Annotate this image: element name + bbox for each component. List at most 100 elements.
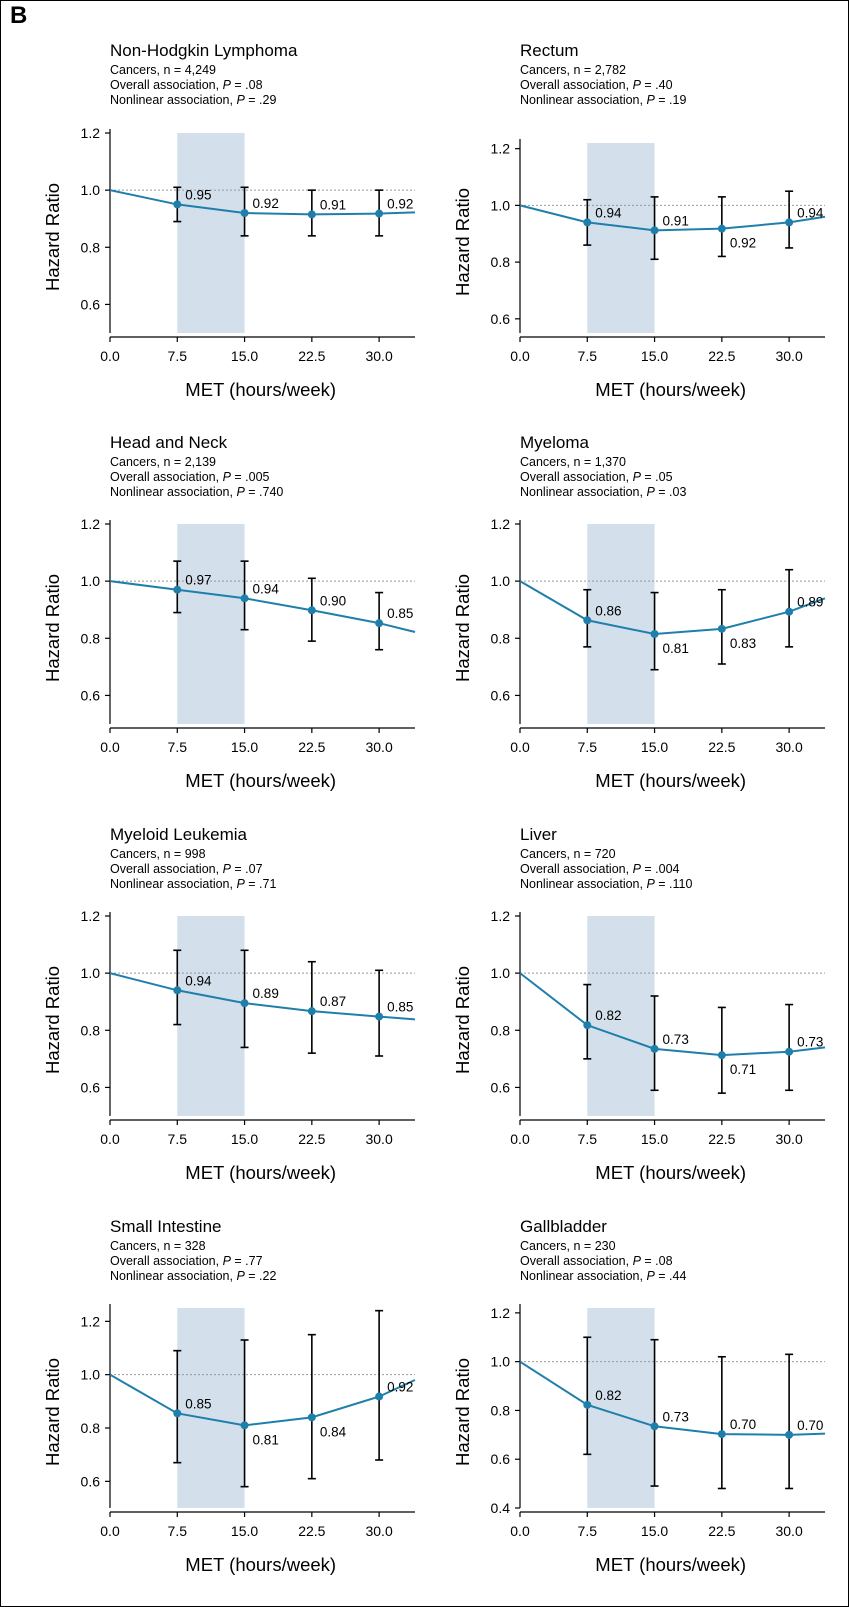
- data-point: [375, 1012, 384, 1021]
- x-tick-label: 22.5: [708, 1523, 735, 1539]
- hazard-curve: [109, 972, 416, 1021]
- y-tick-label: 0.8: [81, 630, 101, 646]
- y-tick-label: 1.2: [81, 125, 101, 141]
- data-label: 0.90: [320, 593, 346, 608]
- x-tick-label: 30.0: [775, 348, 802, 364]
- hazard-curve: [109, 580, 416, 633]
- shaded-band: [177, 524, 245, 724]
- shaded-band: [587, 524, 655, 724]
- data-label: 0.84: [320, 1424, 347, 1439]
- data-point: [717, 224, 726, 233]
- data-point: [173, 200, 182, 209]
- data-label: 0.83: [730, 636, 756, 651]
- y-tick-label: 0.6: [491, 311, 511, 327]
- chart-subtitle-line: Nonlinear association, P = .71: [110, 877, 276, 891]
- x-tick-label: 30.0: [365, 348, 392, 364]
- data-label: 0.92: [253, 196, 279, 211]
- data-point: [173, 1409, 182, 1418]
- data-point: [650, 1044, 659, 1053]
- chart-subtitle-line: Cancers, n = 720: [520, 847, 616, 861]
- chart-subtitle-line: Nonlinear association, P = .44: [520, 1269, 686, 1283]
- chart-title: Liver: [520, 825, 557, 844]
- data-label: 0.91: [320, 197, 346, 212]
- x-tick-label: 0.0: [100, 739, 120, 755]
- y-tick-label: 0.6: [81, 1473, 101, 1489]
- data-label: 0.87: [320, 994, 346, 1009]
- chart-subtitle-line: Nonlinear association, P = .110: [520, 877, 693, 891]
- data-label: 0.92: [387, 1380, 413, 1395]
- y-tick-label: 0.6: [491, 1451, 511, 1467]
- x-axis-label: MET (hours/week): [185, 770, 336, 791]
- hazard-curve: [519, 1360, 826, 1436]
- chart-subtitle-line: Overall association, P = .004: [520, 862, 680, 876]
- data-label: 0.89: [253, 986, 279, 1001]
- chart-title: Non-Hodgkin Lymphoma: [110, 41, 298, 60]
- x-tick-label: 7.5: [168, 1131, 188, 1147]
- chart-subtitle-line: Cancers, n = 2,782: [520, 63, 626, 77]
- chart-subtitle-line: Nonlinear association, P = .22: [110, 1269, 276, 1283]
- data-label: 0.73: [797, 1035, 823, 1050]
- data-label: 0.85: [387, 606, 413, 621]
- x-axis-label: MET (hours/week): [185, 1162, 336, 1183]
- y-tick-label: 1.2: [491, 141, 511, 157]
- x-tick-label: 30.0: [365, 1523, 392, 1539]
- y-tick-label: 1.2: [81, 908, 101, 924]
- chart-subtitle-line: Cancers, n = 328: [110, 1239, 206, 1253]
- chart-subtitle-line: Overall association, P = .77: [110, 1254, 263, 1268]
- shaded-band: [177, 1308, 245, 1508]
- data-label: 0.82: [595, 1388, 621, 1403]
- data-point: [717, 1430, 726, 1439]
- x-tick-label: 22.5: [708, 348, 735, 364]
- chart-title: Small Intestine: [110, 1217, 222, 1236]
- x-tick-label: 15.0: [641, 739, 668, 755]
- chart-subtitle-line: Cancers, n = 998: [110, 847, 206, 861]
- x-tick-label: 30.0: [365, 1131, 392, 1147]
- x-tick-label: 22.5: [298, 739, 325, 755]
- chart-title: Myeloma: [520, 433, 590, 452]
- x-tick-label: 30.0: [775, 1131, 802, 1147]
- hazard-curve: [519, 972, 826, 1057]
- data-point: [583, 616, 592, 625]
- data-point: [650, 630, 659, 638]
- x-tick-label: 15.0: [231, 739, 258, 755]
- y-tick-label: 0.6: [81, 1079, 101, 1095]
- data-point: [650, 1422, 659, 1431]
- data-point: [583, 1400, 592, 1409]
- y-tick-label: 1.2: [81, 516, 101, 532]
- y-tick-label: 0.6: [491, 1079, 511, 1095]
- data-point: [717, 1051, 726, 1060]
- x-tick-label: 0.0: [100, 348, 120, 364]
- y-axis-label: Hazard Ratio: [452, 1358, 473, 1466]
- data-point: [173, 585, 182, 594]
- data-label: 0.70: [730, 1417, 756, 1432]
- x-tick-label: 7.5: [168, 739, 188, 755]
- data-point: [240, 594, 249, 603]
- x-axis-label: MET (hours/week): [595, 1162, 746, 1183]
- y-tick-label: 0.8: [81, 239, 101, 255]
- data-label: 0.94: [185, 973, 212, 988]
- chart-title: Head and Neck: [110, 433, 228, 452]
- y-axis-label: Hazard Ratio: [42, 183, 63, 291]
- data-label: 0.89: [797, 595, 823, 610]
- data-label: 0.71: [730, 1062, 756, 1077]
- y-tick-label: 1.0: [81, 1367, 101, 1383]
- x-axis-label: MET (hours/week): [595, 770, 746, 791]
- chart-title: Myeloid Leukemia: [110, 825, 248, 844]
- x-tick-label: 7.5: [578, 739, 598, 755]
- y-tick-label: 0.6: [81, 687, 101, 703]
- data-point: [240, 999, 249, 1008]
- data-point: [375, 619, 384, 628]
- x-axis-label: MET (hours/week): [595, 1554, 746, 1575]
- chart-subtitle-line: Cancers, n = 230: [520, 1239, 616, 1253]
- x-tick-label: 15.0: [231, 1523, 258, 1539]
- chart-subtitle-line: Nonlinear association, P = .740: [110, 485, 283, 499]
- data-point: [785, 218, 794, 227]
- x-tick-label: 22.5: [298, 348, 325, 364]
- x-tick-label: 7.5: [578, 1131, 598, 1147]
- data-point: [375, 209, 384, 218]
